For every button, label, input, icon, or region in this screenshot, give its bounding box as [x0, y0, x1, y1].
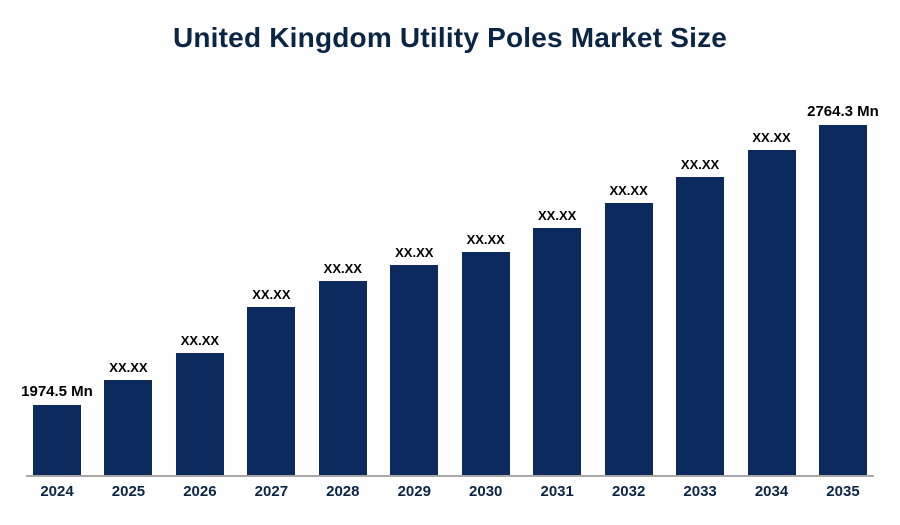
x-axis-tick-label: 2030	[469, 483, 503, 500]
x-axis-tick-label: 2028	[326, 483, 360, 500]
bar	[247, 307, 296, 475]
bar-column: XX.XX	[246, 287, 296, 475]
bar-value-label: XX.XX	[609, 183, 648, 198]
x-axis-tick-label: 2033	[683, 483, 717, 500]
bar	[676, 177, 725, 475]
bar	[175, 353, 224, 475]
bar-column: XX.XX	[461, 232, 511, 475]
bar-value-label: XX.XX	[180, 333, 220, 348]
x-axis-tick-label: 2034	[754, 483, 789, 500]
bar-value-label: XX.XX	[395, 245, 434, 260]
bar-column: XX.XX	[103, 360, 153, 475]
bar-column: XX.XX	[747, 130, 797, 475]
bar-value-label: 2764.3 Mn	[807, 103, 879, 120]
bar-value-label: XX.XX	[466, 232, 505, 247]
bar-column: XX.XX	[389, 245, 439, 475]
bar	[818, 125, 867, 475]
bar	[33, 405, 81, 475]
bar-value-label: XX.XX	[323, 261, 362, 276]
bar-value-label: XX.XX	[680, 157, 720, 172]
x-axis-tick-label: 2024	[40, 483, 74, 500]
bar-column: 2764.3 Mn	[807, 103, 879, 475]
bar-column: XX.XX	[604, 183, 654, 475]
bar-column: XX.XX	[318, 261, 368, 475]
bar	[747, 150, 796, 475]
x-axis-tick-label: 2026	[183, 483, 217, 500]
bar-column: XX.XX	[675, 157, 725, 475]
bar-column: XX.XX	[532, 208, 582, 475]
bar	[533, 228, 582, 475]
bar-column: 1974.5 Mn	[21, 383, 93, 475]
x-axis: 2024 2025 2026 2027 2028 2029 2030 2031 2032 2033…	[26, 483, 874, 500]
bar	[390, 265, 439, 475]
bar-value-label: 1974.5 Mn	[21, 383, 93, 400]
bar	[104, 380, 153, 475]
x-axis-tick-label: 2032	[611, 483, 646, 500]
bar-chart-plot-area: 1974.5 Mn XX.XX XX.XX XX.XX XX.XX XX.XX XX.XX X…	[21, 95, 879, 477]
bar-value-label: XX.XX	[252, 287, 291, 302]
bar	[461, 252, 510, 475]
x-axis-tick-label: 2035	[826, 483, 860, 500]
x-axis-tick-label: 2031	[540, 483, 574, 500]
bar-value-label: XX.XX	[109, 360, 148, 375]
x-axis-tick-label: 2025	[111, 483, 146, 500]
chart-title: United Kingdom Utility Poles Market Size	[172, 22, 728, 53]
x-axis-tick-label: 2029	[397, 483, 431, 500]
x-axis-tick-label: 2027	[254, 483, 289, 500]
bar	[604, 203, 653, 475]
bar-column: XX.XX	[175, 333, 225, 475]
bar-value-label: XX.XX	[538, 208, 577, 223]
bar-value-label: XX.XX	[752, 130, 791, 145]
bar	[318, 281, 367, 475]
